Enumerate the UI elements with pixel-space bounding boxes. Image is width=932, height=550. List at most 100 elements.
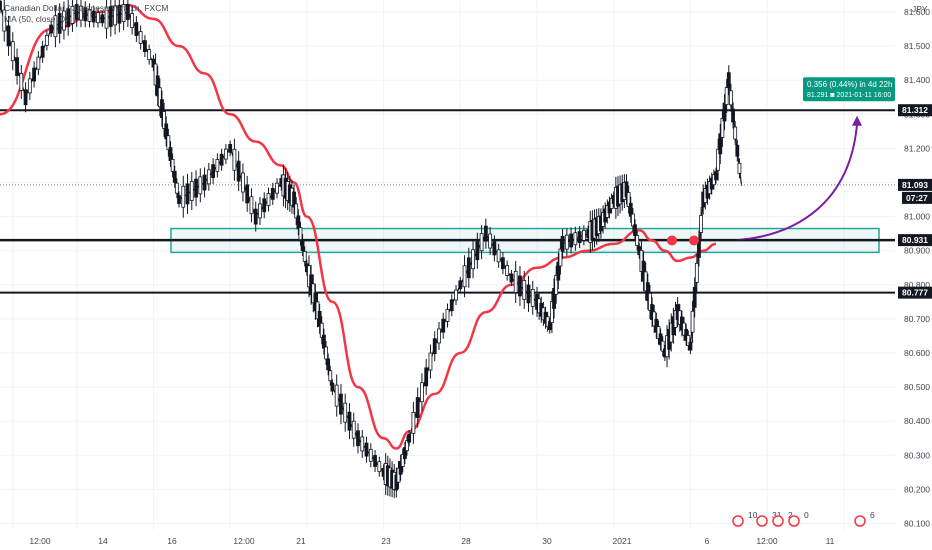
candle-body xyxy=(241,172,245,193)
candle-body xyxy=(483,225,488,242)
candle-body xyxy=(445,309,450,322)
candle-body xyxy=(373,455,377,467)
y-tick-label: 81.600 xyxy=(904,7,930,17)
candle-body xyxy=(296,215,301,230)
x-tick-label: 12:00 xyxy=(233,536,255,546)
indicator-legend[interactable]: MA (50, close, 0) xyxy=(4,14,68,24)
price-axis[interactable]: 81.60081.50081.40081.30081.20081.10081.0… xyxy=(904,7,930,529)
horizontal-lines xyxy=(0,109,895,294)
y-tick-label: 80.500 xyxy=(904,382,930,392)
candle-body xyxy=(53,15,58,38)
candle-body xyxy=(322,334,326,349)
event-flag-icon[interactable] xyxy=(732,515,744,527)
candle-body xyxy=(211,164,215,179)
x-tick-label: 2021 xyxy=(613,536,632,546)
candle-body xyxy=(87,9,92,22)
candle-body xyxy=(298,227,303,241)
candle-body xyxy=(554,274,559,295)
candle-body xyxy=(27,78,32,94)
price-tag xyxy=(898,104,932,117)
candle-body xyxy=(232,148,237,171)
candle-body xyxy=(645,282,650,302)
event-flag-icon[interactable] xyxy=(772,515,784,527)
candle-body xyxy=(558,248,563,267)
candle-body xyxy=(44,35,49,46)
candle-body xyxy=(424,367,429,387)
price-tag xyxy=(898,286,932,299)
candle-body xyxy=(731,108,735,123)
candle-body xyxy=(656,326,661,339)
price-tag-label: 81.093 xyxy=(902,180,928,190)
candle-body xyxy=(19,73,24,91)
candle-body xyxy=(400,454,405,467)
candle-body xyxy=(420,382,424,403)
candle-body xyxy=(317,310,322,327)
candle-body xyxy=(215,159,220,172)
measurement-box: 0.356 (0.44%) in 4d 22h 81.291 ◙ 2021-01… xyxy=(803,77,895,102)
candle-body xyxy=(319,322,324,338)
candle-body xyxy=(62,10,66,31)
candle-body xyxy=(91,10,96,23)
y-tick-label: 81.000 xyxy=(904,212,930,222)
candle-body xyxy=(270,187,275,200)
y-tick-label: 80.400 xyxy=(904,416,930,426)
candle-body xyxy=(170,159,175,172)
candle-body xyxy=(166,135,171,151)
candle-body xyxy=(121,4,126,23)
symbol-title[interactable]: Canadian Dollar / Japanese Yen, 1h, FXCM xyxy=(4,3,169,13)
event-flag-icon[interactable] xyxy=(788,515,800,527)
candle-body xyxy=(471,249,475,270)
time-axis[interactable]: 12:00 14 16 12:00 21 23 28 30 2021 6 12:00 11 xyxy=(29,536,834,546)
candle-body xyxy=(302,250,307,262)
event-count: 6 xyxy=(870,510,875,520)
candle-body xyxy=(351,420,356,439)
candle-body xyxy=(556,261,561,281)
measurement-line-2: 81.291 ◙ 2021-01-11 16:00 xyxy=(807,92,891,99)
candle-body xyxy=(328,370,333,382)
event-flag-icon[interactable] xyxy=(756,515,768,527)
y-tick-label: 80.700 xyxy=(904,314,930,324)
y-tick-label: 80.600 xyxy=(904,348,930,358)
candle-body xyxy=(245,184,250,204)
candle-body xyxy=(501,257,505,270)
x-tick-label: 12:00 xyxy=(29,536,51,546)
y-tick-label: 81.500 xyxy=(904,41,930,51)
candle-body xyxy=(36,56,41,70)
price-tag-label: 80.931 xyxy=(902,235,928,245)
candle-body xyxy=(658,333,663,346)
candle-body xyxy=(735,144,740,157)
candle-body xyxy=(330,382,335,392)
candle-body xyxy=(0,0,2,10)
candle-body xyxy=(343,402,348,423)
candle-body xyxy=(6,25,11,47)
candle-body xyxy=(688,341,693,351)
candle-body xyxy=(164,123,169,140)
candle-body xyxy=(294,203,299,219)
countdown-label: 07:27 xyxy=(906,193,928,203)
projection-arrow-head xyxy=(852,115,862,126)
candle-body xyxy=(633,224,637,237)
candle-body xyxy=(699,215,703,233)
candle-body xyxy=(117,4,122,24)
candle-body xyxy=(130,13,135,28)
candle-body xyxy=(694,262,699,283)
candle-body xyxy=(147,49,152,61)
candle-body xyxy=(153,63,158,86)
candle-body xyxy=(57,12,62,34)
candle-body xyxy=(396,467,401,483)
candle-body xyxy=(692,286,697,308)
candle-body xyxy=(654,318,659,333)
candle-body xyxy=(720,118,725,138)
candle-body xyxy=(228,143,233,153)
candle-body xyxy=(32,67,36,82)
x-tick-label: 23 xyxy=(381,536,391,546)
candle-body xyxy=(518,275,522,297)
price-tag xyxy=(898,234,932,247)
candle-body xyxy=(492,241,497,256)
candle-body xyxy=(206,169,211,185)
candle-body xyxy=(40,45,45,58)
candle-body xyxy=(326,358,331,371)
event-flag-icon[interactable] xyxy=(854,515,866,527)
candle-body xyxy=(23,89,28,106)
